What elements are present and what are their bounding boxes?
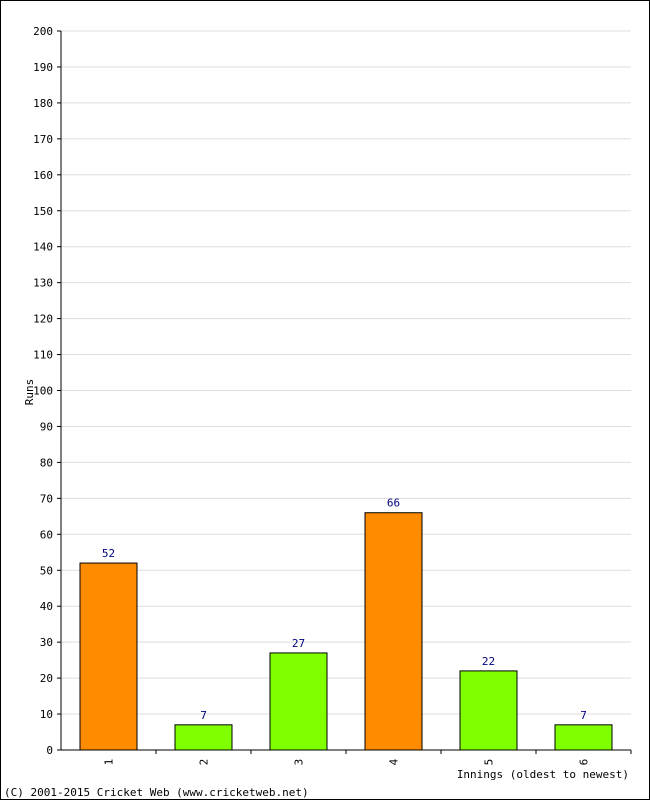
y-tick-label: 40 (40, 600, 53, 613)
y-tick-label: 180 (33, 97, 53, 110)
y-tick-labels: 0 10 20 30 40 50 60 70 80 90 100 110 120 130 140 150 160… (33, 25, 53, 757)
x-tick-label: 4 (388, 758, 401, 765)
x-axis-label: Innings (oldest to newest) (457, 768, 629, 781)
x-tick-label: 3 (293, 759, 306, 766)
y-tick-label: 200 (33, 25, 53, 38)
y-tick-label: 160 (33, 169, 53, 182)
x-tick-label: 6 (578, 759, 591, 766)
value-label: 7 (200, 709, 207, 722)
bar (269, 652, 328, 751)
y-tick-label: 110 (33, 349, 53, 362)
y-tick-label: 20 (40, 672, 53, 685)
x-tick-labels: 1 2 3 4 5 6 (103, 758, 591, 765)
grid-lines (61, 30, 631, 715)
y-tick-label: 70 (40, 492, 53, 505)
y-axis-label: Runs (23, 379, 36, 406)
y-tick-label: 50 (40, 564, 53, 577)
y-tick-label: 140 (33, 241, 53, 254)
y-tick-label: 10 (40, 708, 53, 721)
x-tick-label: 1 (103, 759, 116, 766)
y-tick-label: 90 (40, 420, 53, 433)
y-tick-label: 60 (40, 528, 53, 541)
bar (79, 562, 138, 751)
bars (79, 512, 613, 751)
y-tick-label: 0 (46, 744, 53, 757)
y-tick-label: 100 (33, 385, 53, 398)
bar (554, 724, 613, 751)
y-tick-label: 120 (33, 313, 53, 326)
value-label: 22 (482, 655, 495, 668)
value-label: 52 (102, 547, 115, 560)
copyright-footer: (C) 2001-2015 Cricket Web (www.cricketwe… (4, 786, 309, 799)
bar (364, 512, 423, 751)
y-tick-label: 30 (40, 636, 53, 649)
x-tick-label: 5 (483, 759, 496, 766)
bar (174, 724, 233, 751)
value-label: 66 (387, 497, 400, 510)
y-tick-label: 130 (33, 277, 53, 290)
y-tick-label: 190 (33, 61, 53, 74)
value-label: 27 (292, 637, 305, 650)
value-labels: 52 7 27 66 22 7 (102, 497, 587, 722)
y-tick-label: 170 (33, 133, 53, 146)
y-tick-label: 80 (40, 456, 53, 469)
axes (57, 30, 632, 754)
y-tick-label: 150 (33, 205, 53, 218)
bar (459, 670, 518, 751)
value-label: 7 (580, 709, 587, 722)
x-tick-label: 2 (198, 759, 211, 766)
